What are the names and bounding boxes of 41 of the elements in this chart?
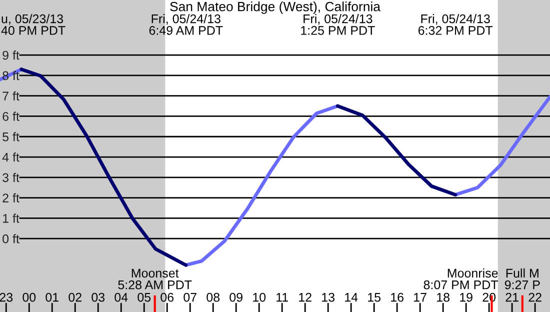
ref-line-label: Moonrise 8:07 PM PDT <box>424 268 498 290</box>
y-tick-label: 5 ft <box>2 132 20 142</box>
x-tick-label: 06 <box>160 292 174 302</box>
x-tick-label: 23 <box>0 292 13 302</box>
y-tick-label: 3 ft <box>2 172 20 182</box>
x-tick-label: 03 <box>92 292 105 302</box>
y-tick-label: 0 ft <box>2 234 20 244</box>
ref-line-label: Full M 9:27 P <box>504 268 540 290</box>
y-tick-label: 8 ft <box>2 70 20 80</box>
x-tick-label: 14 <box>345 293 358 302</box>
y-tick-label: 9 ft <box>2 50 20 60</box>
x-tick-label: 05 <box>138 292 151 302</box>
y-tick-label: 4 ft <box>2 152 20 162</box>
x-tick-label: 18 <box>437 292 450 302</box>
x-tick-label: 09 <box>230 292 242 302</box>
y-tick-label: 6 ft <box>2 112 20 121</box>
annotation: Fri, 05/24/13 6:32 PM PDT <box>418 14 493 35</box>
x-tick-label: 15 <box>368 293 381 302</box>
x-tick-label: 08 <box>206 292 220 302</box>
x-tick-label: 11 <box>276 293 288 302</box>
x-tick-label: 19 <box>460 292 472 302</box>
x-tick-label: 02 <box>68 292 82 302</box>
y-tick-label: 7 ft <box>2 91 20 100</box>
x-tick-label: 00 <box>22 292 36 302</box>
x-tick-label: 01 <box>46 292 58 302</box>
y-tick-label: 2 ft <box>2 193 20 202</box>
y-tick-label: 1 ft <box>3 214 20 223</box>
x-tick-label: 16 <box>391 292 404 302</box>
x-tick-label: 04 <box>114 292 128 302</box>
ref-line-label: Moonset 5:28 AM PDT <box>118 268 192 290</box>
x-tick-label: 17 <box>414 293 426 302</box>
x-tick-label: 22 <box>528 292 542 302</box>
chart-title: San Mateo Bridge (West), California <box>170 2 380 14</box>
x-tick-label: 13 <box>322 292 334 302</box>
annotation: Fri, 05/24/13 1:25 PM PDT <box>301 14 375 35</box>
annotation: u, 05/23/13 40 PM PDT <box>1 14 66 35</box>
x-tick-label: 07 <box>184 292 196 302</box>
annotation: Fri, 05/24/13 6:49 AM PDT <box>149 14 223 35</box>
x-tick-label: 21 <box>506 292 518 302</box>
x-tick-label: 12 <box>299 292 312 302</box>
x-tick-label: 10 <box>253 292 266 302</box>
